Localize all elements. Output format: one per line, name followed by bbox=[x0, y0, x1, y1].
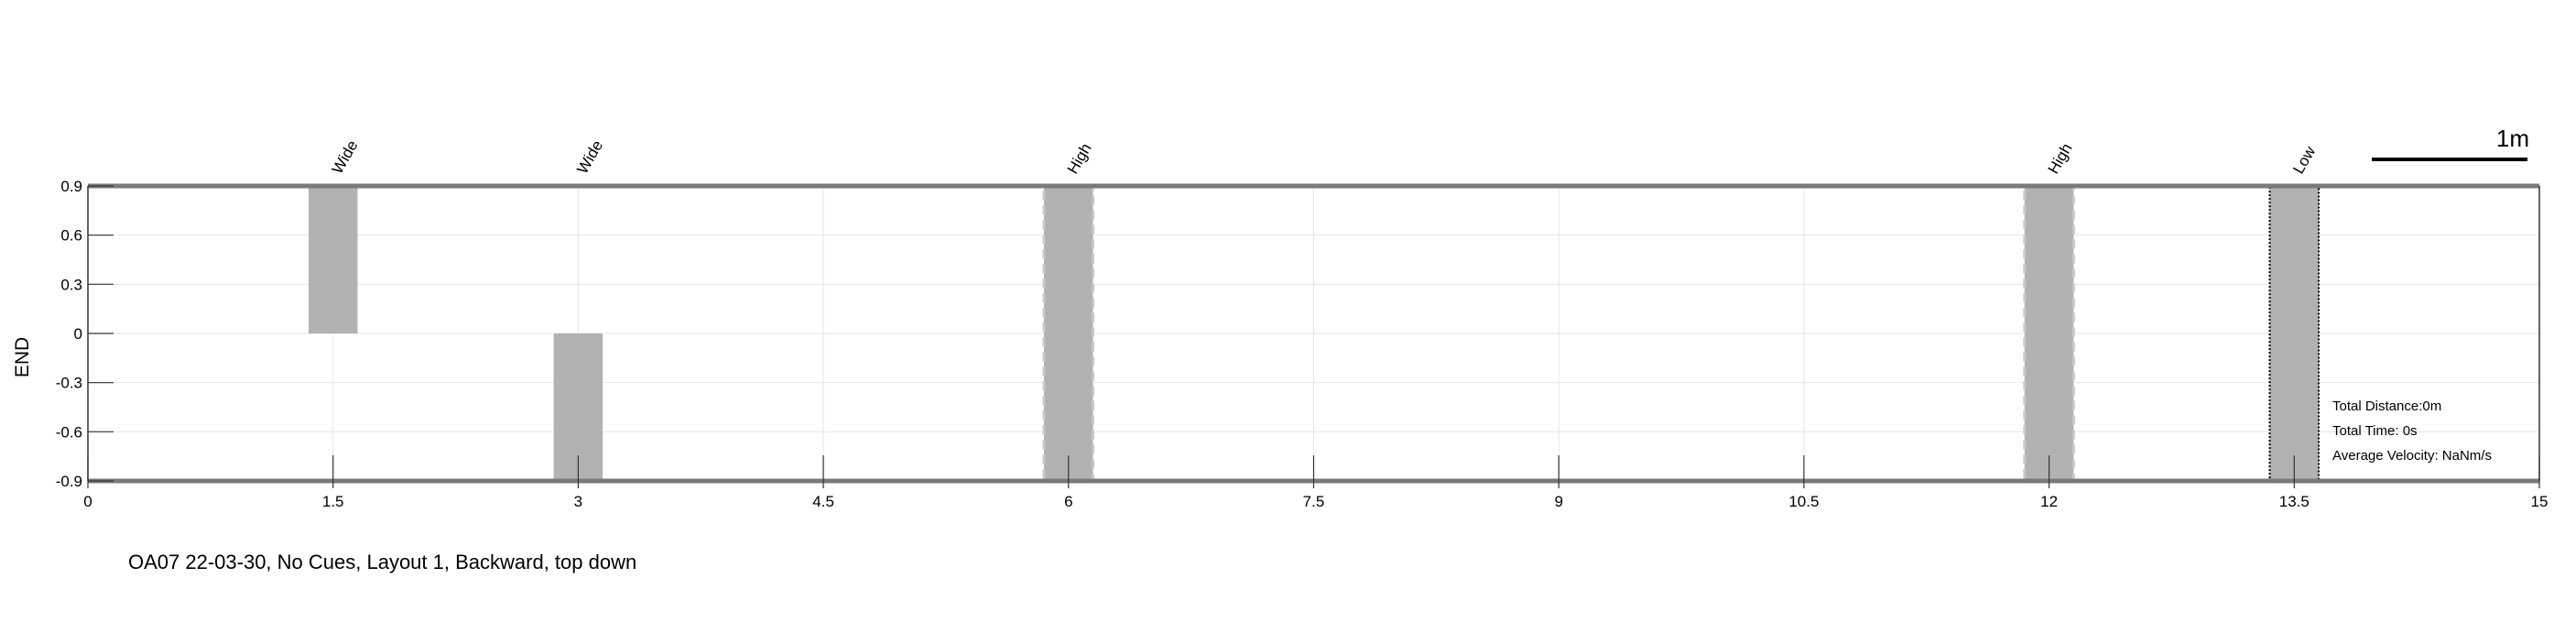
obstacle-label: High bbox=[1064, 140, 1095, 177]
y-tick-label: -0.3 bbox=[56, 375, 82, 392]
obstacle-bar bbox=[308, 186, 358, 333]
y-tick-label: 0.3 bbox=[60, 276, 82, 293]
obstacle-label: Wide bbox=[573, 137, 606, 177]
x-tick-label: 0 bbox=[83, 493, 92, 510]
stat-total-distance: Total Distance:0m bbox=[2332, 398, 2441, 414]
y-tick-label: 0.9 bbox=[60, 178, 82, 195]
obstacle-bar bbox=[1042, 184, 1095, 483]
y-tick-label: 0.6 bbox=[60, 227, 82, 245]
grid-layer bbox=[87, 185, 2540, 482]
x-tick-label: 7.5 bbox=[1303, 493, 1325, 510]
y-tick-label: 0 bbox=[74, 325, 82, 343]
x-tick-label: 1.5 bbox=[322, 493, 344, 510]
tick-layer: 0 1.5 3 4.5 6 7.5 9 10.5 12 13.5 15 0.9 0.6 0.3 0 -0.3 -… bbox=[56, 178, 2549, 510]
x-tick-label: 10.5 bbox=[1788, 493, 1819, 510]
stat-average-velocity: Average Velocity: NaNm/s bbox=[2332, 448, 2492, 464]
y-axis-label: END bbox=[12, 337, 33, 377]
obstacle-label: Wide bbox=[329, 137, 362, 177]
x-tick-label: 4.5 bbox=[812, 493, 834, 510]
obstacle-label: Low bbox=[2289, 143, 2319, 177]
scale-bar-label: 1m bbox=[2496, 125, 2529, 152]
stats-box: Total Distance:0m Total Time: 0s Average… bbox=[2332, 398, 2492, 464]
y-tick-label: -0.9 bbox=[56, 473, 82, 490]
obstacle-label-layer: Wide Wide High High Low bbox=[329, 137, 2320, 177]
obstacle-bar bbox=[2023, 184, 2075, 483]
x-tick-label: 12 bbox=[2040, 493, 2058, 510]
obstacle-label: High bbox=[2045, 140, 2076, 177]
x-tick-label: 15 bbox=[2531, 493, 2549, 510]
stat-total-time: Total Time: 0s bbox=[2332, 423, 2418, 439]
x-tick-label: 13.5 bbox=[2279, 493, 2310, 510]
obstacle-bar bbox=[2268, 185, 2321, 482]
x-tick-label: 9 bbox=[1554, 493, 1562, 510]
x-tick-label: 6 bbox=[1064, 493, 1072, 510]
scale-bar: 1m bbox=[2372, 125, 2529, 161]
chart-caption: OA07 22-03-30, No Cues, Layout 1, Backwa… bbox=[128, 551, 636, 573]
x-tick-label: 3 bbox=[574, 493, 582, 510]
y-tick-label: -0.6 bbox=[56, 423, 82, 441]
